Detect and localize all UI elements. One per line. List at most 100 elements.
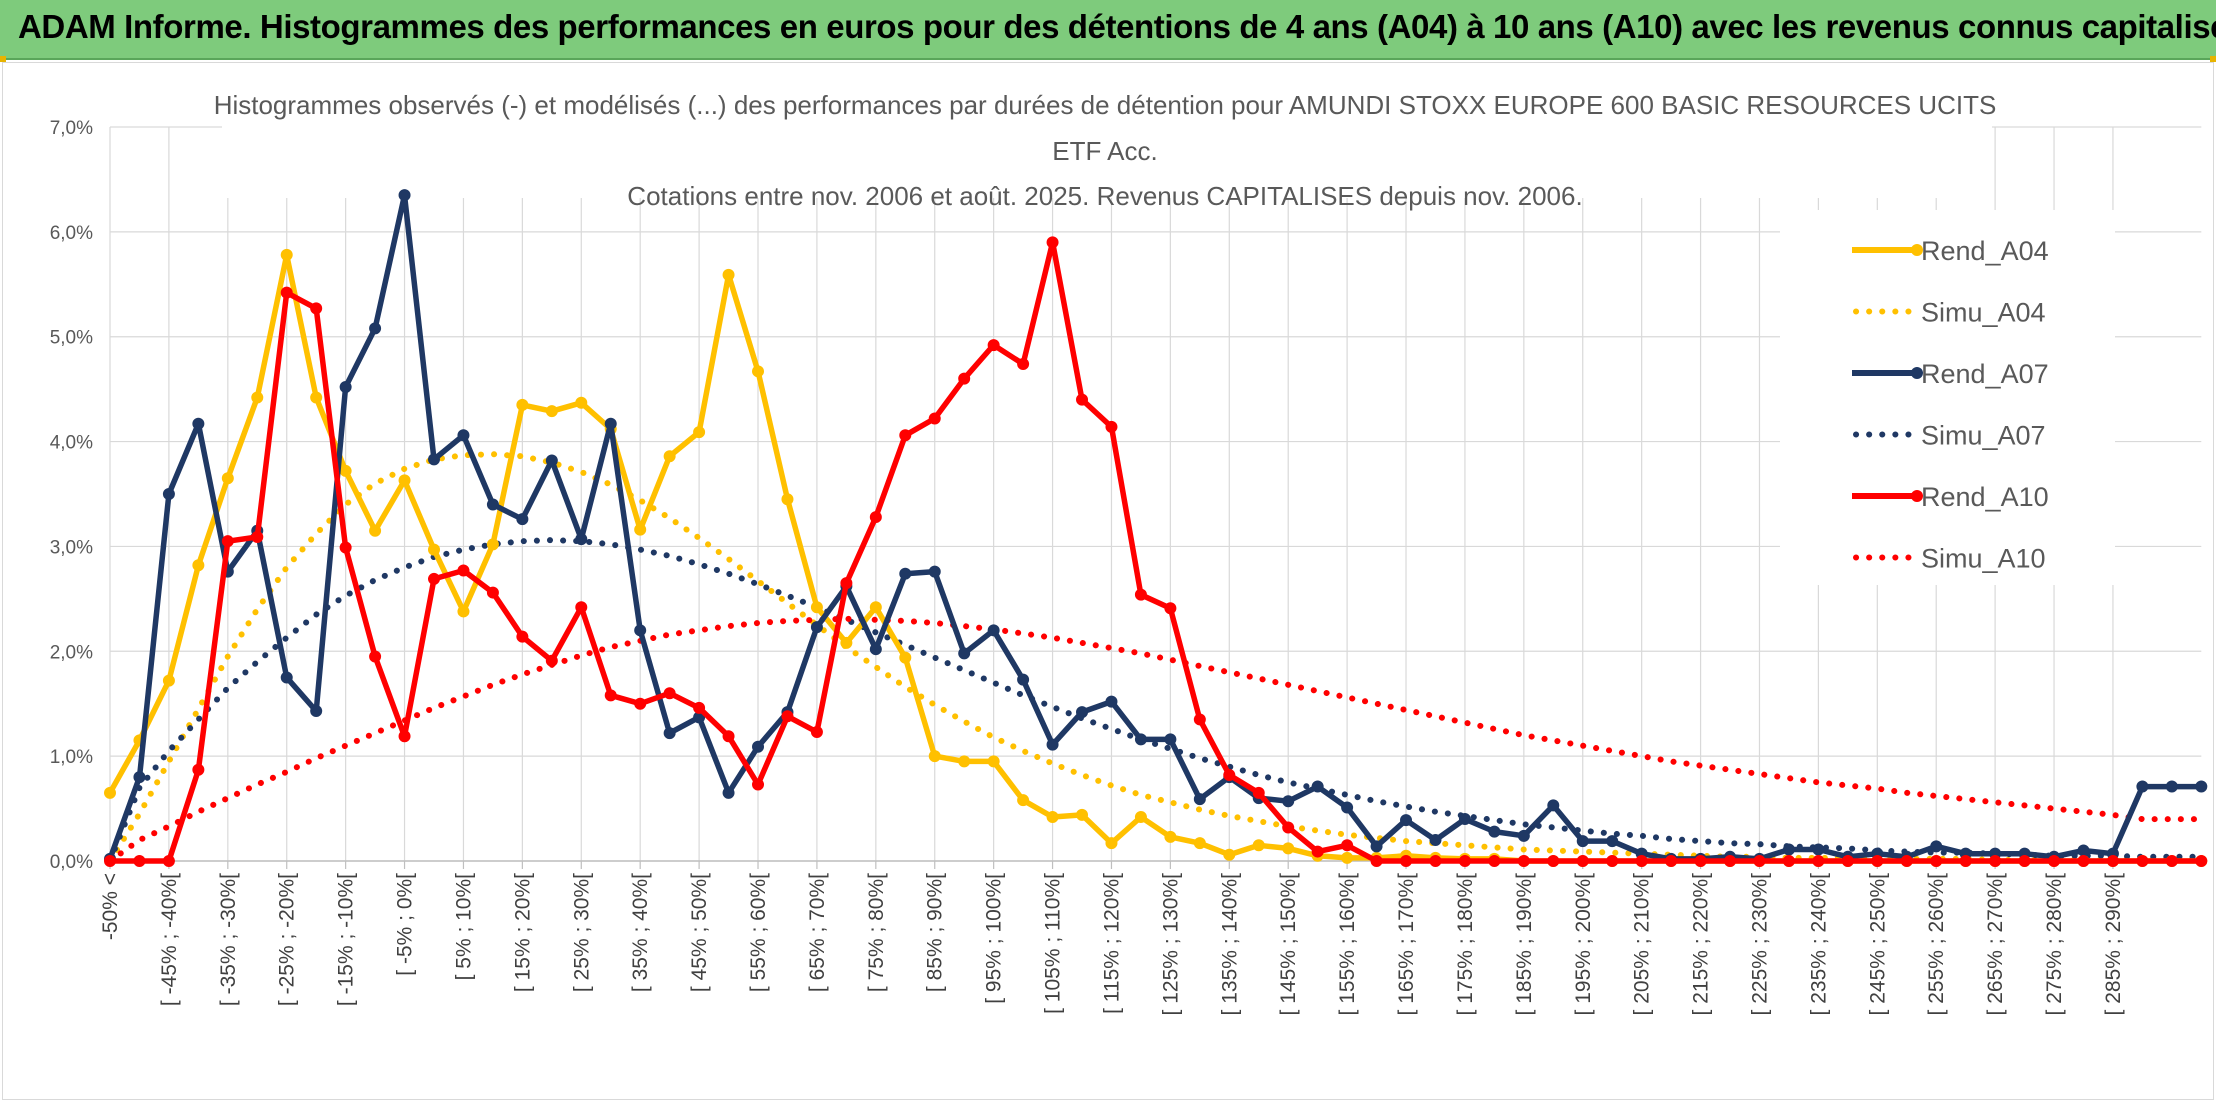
x-tick-label: [ 5% ; 10%[ [452,873,475,981]
data-point [1488,855,1501,867]
data-point [1400,814,1413,827]
data-point [634,624,647,637]
data-point [2136,855,2149,867]
x-tick-label: [ 225% ; 230%[ [1748,873,1771,1016]
y-tick-label: 6,0% [50,223,93,244]
data-point [1311,845,1324,858]
chart-title-line: Histogrammes observés (-) et modélisés (… [214,90,1997,120]
data-point [1282,842,1295,855]
x-tick-label: [ 145% ; 150%[ [1277,873,1300,1016]
data-point [133,855,146,867]
data-point [1311,780,1324,793]
data-point [428,572,441,585]
x-tick-label: [ 165% ; 170%[ [1395,873,1418,1016]
x-tick-label: [ 55% ; 60%[ [747,873,770,992]
legend-label: Simu_A10 [1921,544,2046,574]
data-point [516,630,529,643]
x-tick-label: [ 115% ; 120%[ [1100,873,1123,1014]
data-point [1488,825,1501,838]
data-point [428,543,441,556]
y-tick-label: 1,0% [50,747,93,768]
data-point [1341,851,1354,864]
x-tick-label: [ -25% ; -20%[ [276,873,299,1006]
data-point [1930,855,1943,867]
x-tick-label: [ 75% ; 80%[ [865,873,888,992]
data-point [1134,733,1147,746]
x-tick-label: [ 65% ; 70%[ [806,873,829,992]
data-point [457,429,470,442]
data-point [1105,420,1118,433]
data-point [2018,855,2031,867]
data-point [1134,588,1147,601]
legend-label: Rend_A10 [1921,482,2049,512]
report-title: ADAM Informe. Histogrammes des performan… [18,8,2216,45]
data-point [192,763,205,776]
data-point [486,586,499,599]
data-point [1458,855,1471,867]
x-tick-label: [ -35% ; -30%[ [217,873,240,1006]
series-Simu_A10 [107,615,2205,864]
data-point [280,671,293,684]
data-point [1989,855,2002,867]
data-point [133,771,146,784]
series-Rend_A10 [104,236,2208,867]
data-point [104,855,116,867]
y-tick-label: 2,0% [50,642,93,663]
x-tick-label: [ 25% ; 30%[ [570,873,593,992]
data-point [1076,706,1089,719]
data-point [1046,738,1059,751]
data-point [722,730,735,743]
data-point [987,339,1000,352]
data-point [2195,780,2208,793]
data-point [545,405,558,418]
data-point [899,651,912,664]
x-tick-label: [ 245% ; 250%[ [1866,873,1889,1016]
data-point [251,391,264,404]
data-point [545,654,558,667]
series-Simu_A07 [107,537,2205,864]
x-tick-label: [ 235% ; 240%[ [1807,873,1830,1016]
legend-backdrop [1780,210,2115,585]
data-point [1282,821,1295,834]
data-point [575,396,588,409]
data-point [457,564,470,577]
data-point [987,624,1000,637]
data-point [634,697,647,710]
data-point [752,778,765,791]
data-point [1930,840,1943,853]
data-point [1134,810,1147,823]
data-point [1429,855,1442,867]
chart-legend: Rend_A04 Simu_A04 Rend_A07 Simu_A07 Rend_A10… [1852,236,2049,574]
data-point [1517,855,1530,867]
data-point [899,429,912,442]
data-point [1223,848,1236,861]
data-point [1429,834,1442,847]
data-point [663,450,676,463]
data-point [280,248,293,261]
data-point [369,322,382,335]
data-point [958,755,971,768]
data-point [1341,801,1354,814]
x-tick-label: [ 45% ; 50%[ [688,873,711,992]
legend-item-Simu_A04: Simu_A04 [1853,298,2046,328]
series-line-Simu_A07 [107,537,2205,864]
data-point [663,727,676,740]
x-tick-label: [ -45% ; -40%[ [158,873,181,1006]
data-point [1400,855,1413,867]
data-point [1517,829,1530,842]
chart-title-line: Cotations entre nov. 2006 et août. 2025.… [627,181,1582,211]
x-tick-label: [ 95% ; 100%[ [983,873,1006,1004]
data-point [369,524,382,537]
data-point [604,417,617,430]
corner-mark-right [2210,56,2216,62]
x-tick-label: [ -15% ; -10%[ [335,873,358,1006]
x-tick-label: [ -5% ; 0%[ [394,873,417,976]
data-point [192,559,205,572]
legend-label: Simu_A07 [1921,421,2046,451]
data-point [869,601,882,614]
data-point [339,464,352,477]
data-point [1665,855,1678,867]
data-point [1046,236,1059,249]
data-point [1753,855,1766,867]
corner-mark-left [0,56,6,62]
